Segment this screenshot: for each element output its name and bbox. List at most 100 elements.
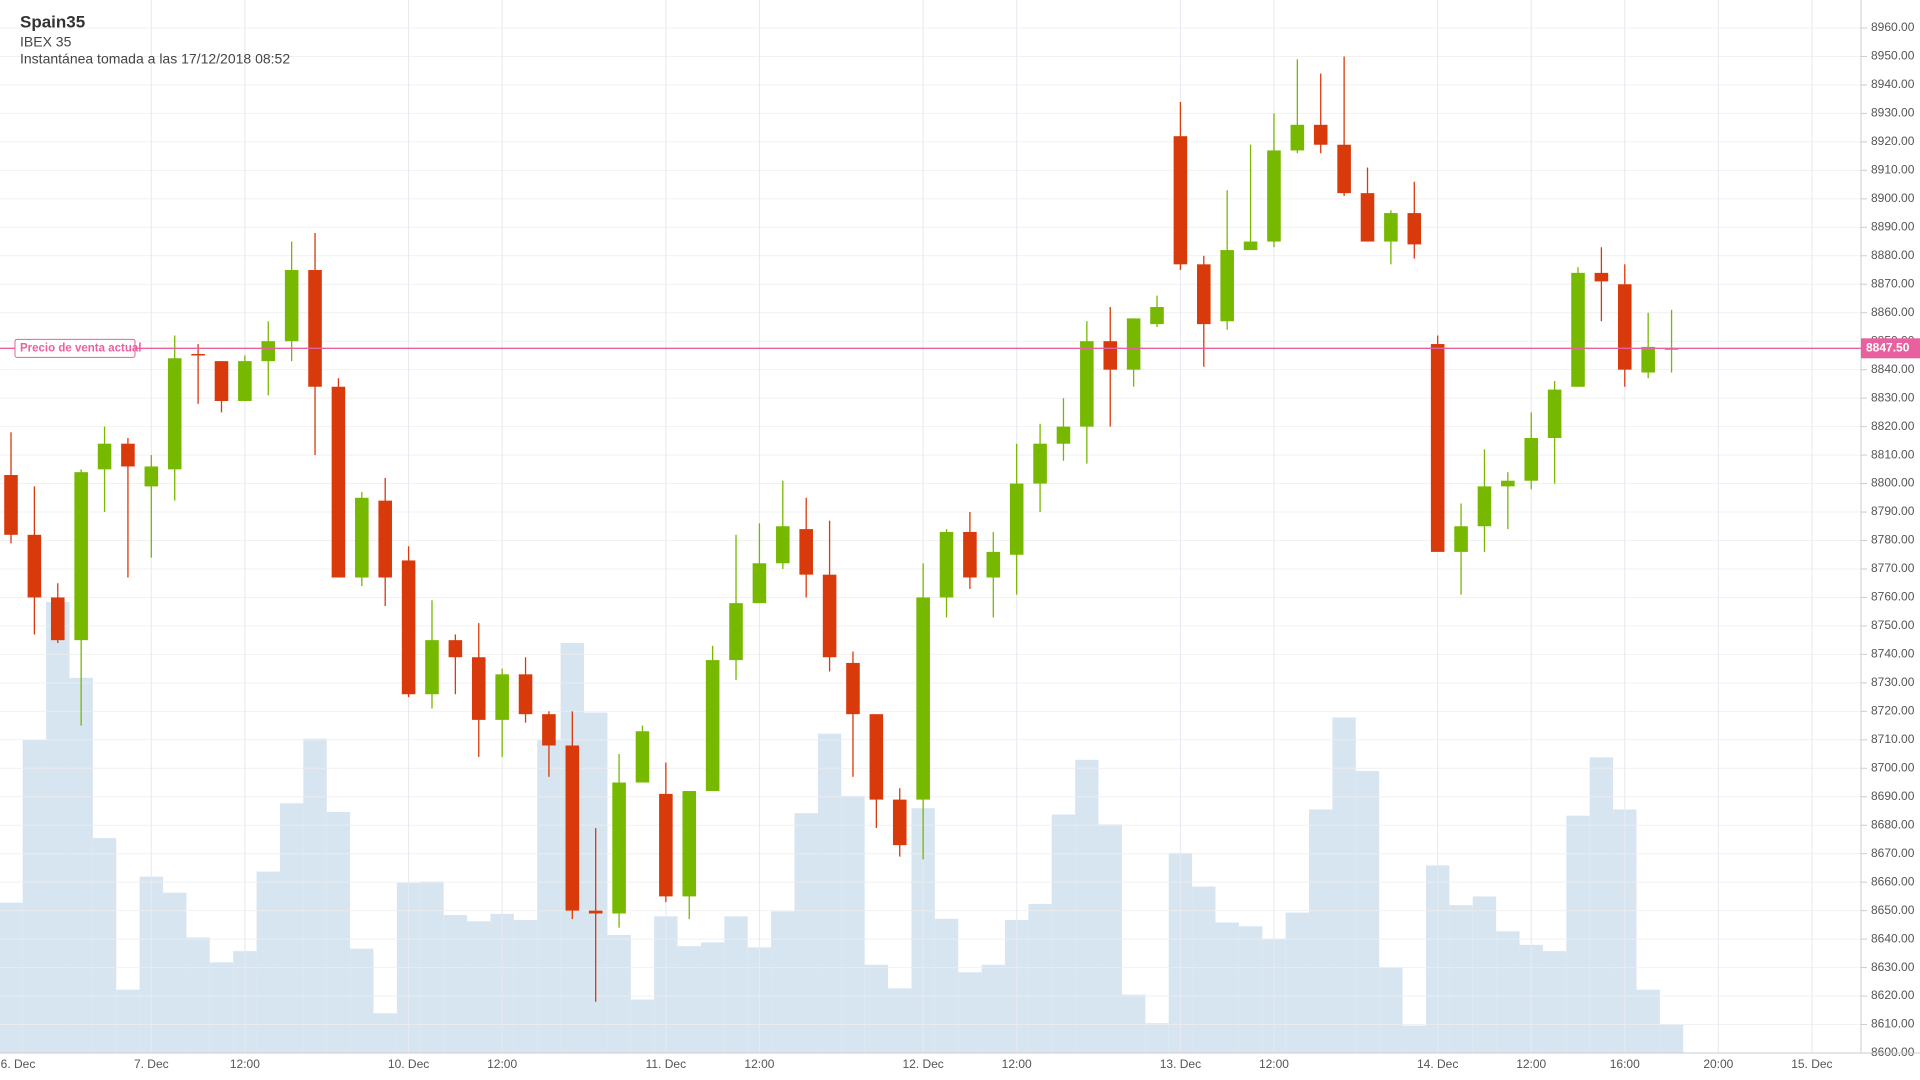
candle-body	[963, 531, 977, 578]
candle-body	[284, 270, 299, 342]
y-tick-label: 8740.00	[1871, 647, 1915, 661]
candle-body	[378, 500, 392, 578]
volume-bar	[1355, 770, 1380, 1053]
candle-body	[191, 354, 205, 356]
x-tick-label: 11. Dec	[646, 1057, 686, 1071]
candle-body	[167, 358, 182, 470]
volume-bar	[0, 902, 23, 1053]
candle-body	[1033, 443, 1047, 484]
candle-body	[1290, 124, 1305, 151]
current-price-badge	[1861, 338, 1920, 359]
volume-bar	[934, 918, 959, 1053]
volume-bar	[607, 934, 631, 1053]
candle-body	[892, 799, 907, 846]
volume-bar	[350, 948, 374, 1053]
volume-bar	[537, 739, 561, 1053]
candle-body	[1056, 426, 1071, 444]
volume-bar	[1051, 814, 1076, 1053]
volume-bar	[677, 946, 701, 1053]
candle-body	[448, 640, 463, 658]
candle-body	[1617, 284, 1632, 370]
volume-bar	[888, 988, 912, 1053]
x-tick-label: 15. Dec	[1791, 1057, 1832, 1071]
candle-body	[1407, 213, 1422, 245]
candle-body	[401, 560, 416, 695]
chart-title: Spain35	[20, 12, 85, 31]
volume-bar	[958, 972, 982, 1053]
volume-bar	[1542, 951, 1567, 1053]
volume-bar	[1285, 912, 1310, 1053]
y-tick-label: 8900.00	[1871, 191, 1915, 205]
volume-bar	[700, 942, 725, 1053]
volume-bar	[1449, 905, 1473, 1053]
y-tick-label: 8730.00	[1871, 675, 1915, 689]
volume-bar	[794, 813, 818, 1053]
volume-bar	[1238, 926, 1263, 1053]
y-tick-label: 8790.00	[1871, 504, 1915, 518]
candle-body	[1150, 307, 1164, 325]
candle-body	[705, 660, 720, 792]
candle-body	[518, 674, 533, 715]
candle-body	[822, 574, 837, 658]
volume-bar	[771, 911, 795, 1053]
volume-bar	[1636, 989, 1660, 1053]
y-tick-label: 8840.00	[1871, 362, 1915, 376]
chart-subtitle: IBEX 35	[20, 34, 72, 50]
volume-bar	[1332, 717, 1356, 1053]
candle-body	[261, 341, 276, 362]
y-tick-label: 8950.00	[1871, 49, 1915, 63]
candle-body	[1173, 136, 1188, 265]
volume-bar	[1659, 1024, 1684, 1053]
candle-body	[916, 597, 930, 800]
candle-body	[1103, 341, 1118, 370]
volume-bar	[46, 602, 70, 1053]
candle-body	[542, 714, 556, 746]
y-tick-label: 8860.00	[1871, 305, 1915, 319]
candle-body	[635, 731, 650, 783]
y-tick-label: 8750.00	[1871, 618, 1915, 632]
volume-bar	[1309, 809, 1333, 1053]
price-tag-box	[14, 338, 136, 358]
y-tick-label: 8760.00	[1871, 590, 1915, 604]
volume-bar	[22, 739, 47, 1053]
y-tick-label: 8910.00	[1871, 163, 1915, 177]
volume-bar	[1192, 886, 1216, 1053]
volume-bar	[1145, 1023, 1169, 1053]
candle-body	[1243, 241, 1258, 251]
volume-bar	[256, 871, 280, 1053]
candle-body	[50, 597, 65, 641]
candle-body	[27, 534, 42, 598]
volume-bar	[69, 677, 93, 1053]
candle-body	[846, 662, 860, 715]
candle-body	[1267, 150, 1281, 242]
candle-body	[1197, 264, 1211, 325]
x-tick-label: 12:00	[230, 1057, 260, 1071]
y-tick-label: 8660.00	[1871, 874, 1915, 888]
volume-bar	[1121, 994, 1146, 1053]
x-tick-label: 10. Dec	[388, 1057, 429, 1071]
candle-body	[659, 793, 673, 897]
x-tick-label: 12:00	[1516, 1057, 1546, 1071]
candle-body	[1220, 250, 1234, 322]
candle-body	[1547, 389, 1562, 438]
candle-body	[121, 443, 135, 467]
current-price-label: 8847.50	[1866, 340, 1910, 354]
candle-body	[729, 603, 743, 661]
y-tick-label: 8600.00	[1871, 1045, 1915, 1059]
volume-bar	[1075, 759, 1099, 1053]
volume-bar	[373, 1013, 397, 1053]
volume-bar	[209, 962, 234, 1053]
volume-bar	[467, 921, 491, 1053]
candle-body	[612, 782, 626, 914]
volume-bar	[1028, 903, 1052, 1053]
volume-bar	[817, 733, 842, 1053]
candle-body	[1337, 144, 1351, 194]
y-tick-label: 8720.00	[1871, 704, 1915, 718]
x-tick-label: 6. Dec	[1, 1057, 36, 1071]
x-tick-label: 14. Dec	[1417, 1057, 1458, 1071]
y-tick-label: 8810.00	[1871, 447, 1915, 461]
volume-bar	[1566, 815, 1590, 1053]
